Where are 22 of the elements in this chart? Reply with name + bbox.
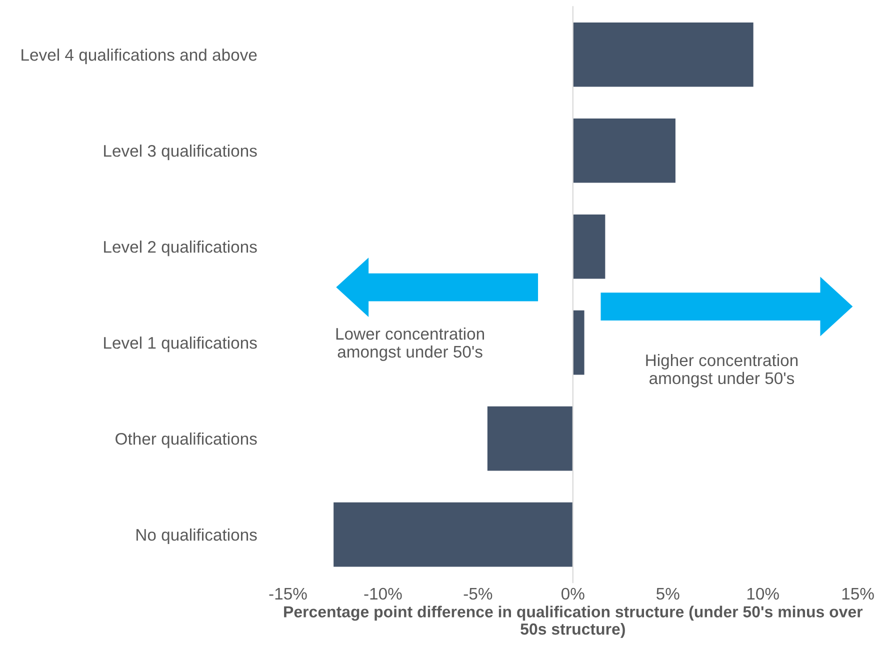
y-tick-label: No qualifications (136, 528, 257, 544)
y-tick-label: Level 2 qualifications (104, 240, 257, 256)
x-tick-label: -10% (364, 588, 402, 600)
y-tick-label: Level 4 qualifications and above (22, 48, 257, 64)
annotation: Lower concentration amongst under 50's (336, 327, 484, 361)
bar (572, 214, 606, 279)
bar (572, 118, 676, 183)
bar (572, 22, 754, 87)
x-tick-label: -5% (464, 588, 492, 600)
bar (487, 406, 573, 471)
y-tick-label: Other qualifications (116, 432, 257, 448)
y-tick-label: Level 1 qualifications (104, 336, 257, 352)
x-tick-label: 10% (747, 588, 779, 600)
x-tick-label: 0% (562, 588, 584, 600)
x-axis-title: Percentage point difference in qualification structure (under 50's minus over 50s structure) (284, 606, 863, 638)
annotation: Higher concentration amongst under 50's (646, 354, 798, 388)
bar (572, 310, 584, 375)
x-tick-label: 5% (656, 588, 680, 600)
bar (334, 502, 573, 567)
x-tick-label: 15% (842, 588, 874, 600)
x-tick-label: -15% (269, 588, 307, 600)
y-tick-label: Level 3 qualifications (104, 144, 257, 160)
